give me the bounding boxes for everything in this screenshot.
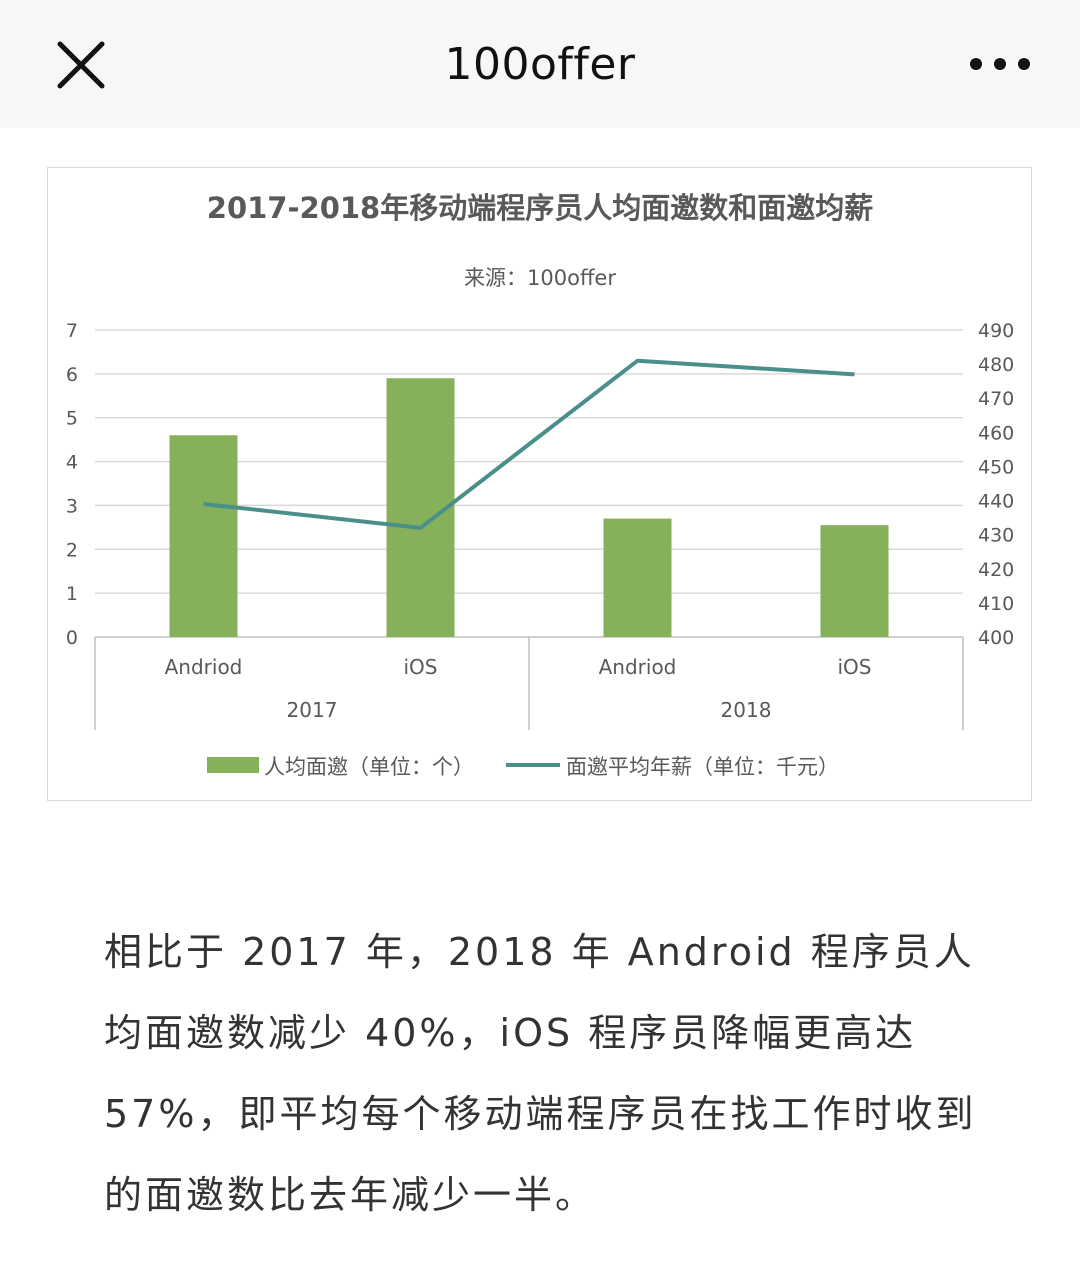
y-right-tick-label: 480 bbox=[978, 354, 1014, 376]
x-category-label: Andriod bbox=[165, 655, 243, 679]
bar-4 bbox=[820, 525, 889, 637]
y-left-tick-label: 1 bbox=[66, 583, 78, 605]
y-left-tick-label: 4 bbox=[66, 452, 78, 474]
close-icon[interactable] bbox=[52, 36, 110, 94]
salary-line bbox=[203, 358, 855, 530]
y-left-tick-label: 0 bbox=[66, 627, 78, 649]
y-left-tick-label: 5 bbox=[66, 408, 78, 430]
bar-3 bbox=[603, 518, 672, 637]
y-right-tick-label: 420 bbox=[978, 559, 1014, 581]
legend-bar-label: 人均面邀（单位：个） bbox=[264, 755, 474, 779]
x-group-label: 2017 bbox=[287, 698, 338, 722]
y-left-tick-label: 6 bbox=[66, 364, 78, 386]
y-right-tick-label: 430 bbox=[978, 525, 1014, 547]
x-category-label: Andriod bbox=[599, 655, 677, 679]
chart-card: 2017-2018年移动端程序员人均面邀数和面邀均薪来源：100offer 0 1 2… bbox=[47, 167, 1032, 801]
y-left-tick-label: 7 bbox=[66, 320, 78, 342]
y-left-tick-label: 3 bbox=[66, 495, 78, 517]
x-category-label: iOS bbox=[404, 655, 438, 679]
top-nav-bar: 100offer bbox=[0, 0, 1080, 128]
bar-2 bbox=[386, 378, 455, 637]
bar-1 bbox=[169, 435, 238, 637]
x-group-label: 2018 bbox=[721, 698, 772, 722]
legend-line-label: 面邀平均年薪（单位：千元） bbox=[566, 755, 839, 779]
y-right-tick-label: 470 bbox=[978, 388, 1014, 410]
page-title: 100offer bbox=[444, 39, 636, 90]
more-dots-icon[interactable] bbox=[960, 44, 1040, 84]
y-right-tick-label: 490 bbox=[978, 320, 1014, 342]
legend-bar-swatch bbox=[207, 757, 259, 773]
y-left-tick-label: 2 bbox=[66, 539, 78, 561]
chart-subtitle: 来源：100offer bbox=[464, 266, 616, 290]
chart-title: 2017-2018年移动端程序员人均面邀数和面邀均薪 bbox=[207, 191, 873, 225]
y-right-tick-label: 460 bbox=[978, 422, 1014, 444]
y-right-tick-label: 410 bbox=[978, 593, 1014, 615]
x-category-label: iOS bbox=[838, 655, 872, 679]
y-right-tick-label: 400 bbox=[978, 627, 1014, 649]
y-right-tick-label: 440 bbox=[978, 491, 1014, 513]
y-right-tick-label: 450 bbox=[978, 456, 1014, 478]
article-paragraph: 相比于 2017 年，2018 年 Android 程序员人均面邀数减少 40%… bbox=[104, 930, 977, 1217]
